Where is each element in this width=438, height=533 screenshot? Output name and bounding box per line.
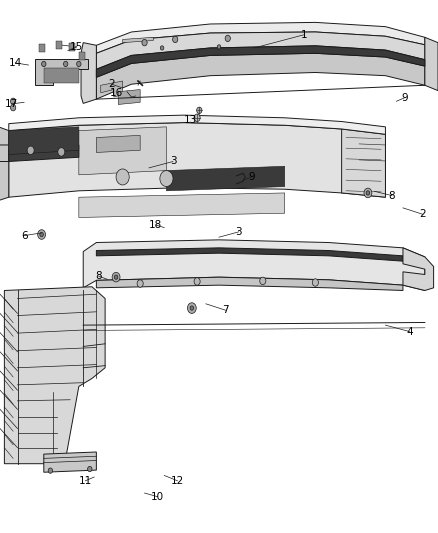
Polygon shape: [96, 46, 425, 77]
Text: 18: 18: [149, 220, 162, 230]
Text: 9: 9: [402, 93, 409, 102]
Circle shape: [160, 171, 173, 187]
Circle shape: [40, 232, 43, 237]
Polygon shape: [79, 127, 166, 175]
Polygon shape: [9, 145, 79, 161]
Text: 8: 8: [95, 271, 102, 281]
Polygon shape: [9, 123, 385, 197]
Text: 3: 3: [170, 157, 177, 166]
Polygon shape: [118, 90, 140, 104]
Text: 2: 2: [108, 79, 115, 89]
Polygon shape: [403, 248, 434, 290]
Polygon shape: [81, 43, 96, 103]
Circle shape: [160, 46, 164, 50]
Circle shape: [11, 104, 16, 111]
Polygon shape: [96, 32, 425, 69]
Circle shape: [194, 278, 200, 285]
Text: 2: 2: [419, 209, 426, 219]
Circle shape: [11, 98, 16, 104]
Circle shape: [42, 61, 46, 67]
Circle shape: [173, 36, 178, 43]
Circle shape: [225, 35, 230, 42]
Text: 3: 3: [235, 227, 242, 237]
Circle shape: [364, 188, 372, 198]
Polygon shape: [425, 37, 438, 91]
Circle shape: [58, 148, 65, 156]
Text: 7: 7: [222, 305, 229, 315]
Polygon shape: [83, 240, 425, 290]
Text: 16: 16: [110, 88, 123, 98]
Bar: [56, 41, 62, 49]
Circle shape: [27, 146, 34, 155]
Text: 14: 14: [9, 58, 22, 68]
Circle shape: [116, 169, 129, 185]
Text: 10: 10: [151, 492, 164, 502]
Polygon shape: [9, 115, 385, 134]
Polygon shape: [0, 141, 9, 165]
Text: 11: 11: [79, 476, 92, 486]
Polygon shape: [96, 135, 140, 152]
Text: 8: 8: [389, 191, 396, 200]
Circle shape: [77, 61, 81, 67]
Bar: [79, 52, 85, 60]
Circle shape: [194, 114, 200, 122]
Text: 1: 1: [301, 30, 308, 39]
Polygon shape: [96, 277, 403, 290]
Circle shape: [137, 280, 143, 287]
Circle shape: [312, 279, 318, 286]
Polygon shape: [123, 37, 153, 43]
Polygon shape: [96, 53, 425, 99]
Polygon shape: [35, 59, 88, 85]
Polygon shape: [96, 248, 403, 261]
Circle shape: [114, 275, 118, 279]
Circle shape: [64, 61, 68, 67]
Bar: [39, 44, 45, 52]
Text: 15: 15: [70, 42, 83, 52]
Text: 4: 4: [406, 327, 413, 336]
Polygon shape: [9, 127, 79, 155]
Circle shape: [366, 191, 370, 195]
Circle shape: [187, 303, 196, 313]
Circle shape: [142, 39, 147, 46]
Polygon shape: [96, 22, 425, 53]
Polygon shape: [44, 68, 79, 83]
Text: 17: 17: [4, 99, 18, 109]
Polygon shape: [79, 193, 285, 217]
Circle shape: [260, 277, 266, 285]
Text: 9: 9: [248, 172, 255, 182]
Text: 12: 12: [171, 476, 184, 486]
Polygon shape: [4, 287, 105, 464]
Circle shape: [88, 466, 92, 472]
Circle shape: [38, 230, 46, 239]
Polygon shape: [101, 81, 123, 97]
Text: 6: 6: [21, 231, 28, 240]
Circle shape: [190, 306, 194, 310]
Circle shape: [112, 272, 120, 282]
Circle shape: [217, 45, 221, 49]
Circle shape: [48, 468, 53, 473]
Circle shape: [197, 107, 202, 114]
Polygon shape: [342, 129, 385, 197]
Polygon shape: [166, 166, 285, 191]
Bar: [69, 43, 75, 51]
Text: 13: 13: [184, 115, 197, 125]
Polygon shape: [0, 126, 9, 201]
Polygon shape: [44, 452, 96, 472]
